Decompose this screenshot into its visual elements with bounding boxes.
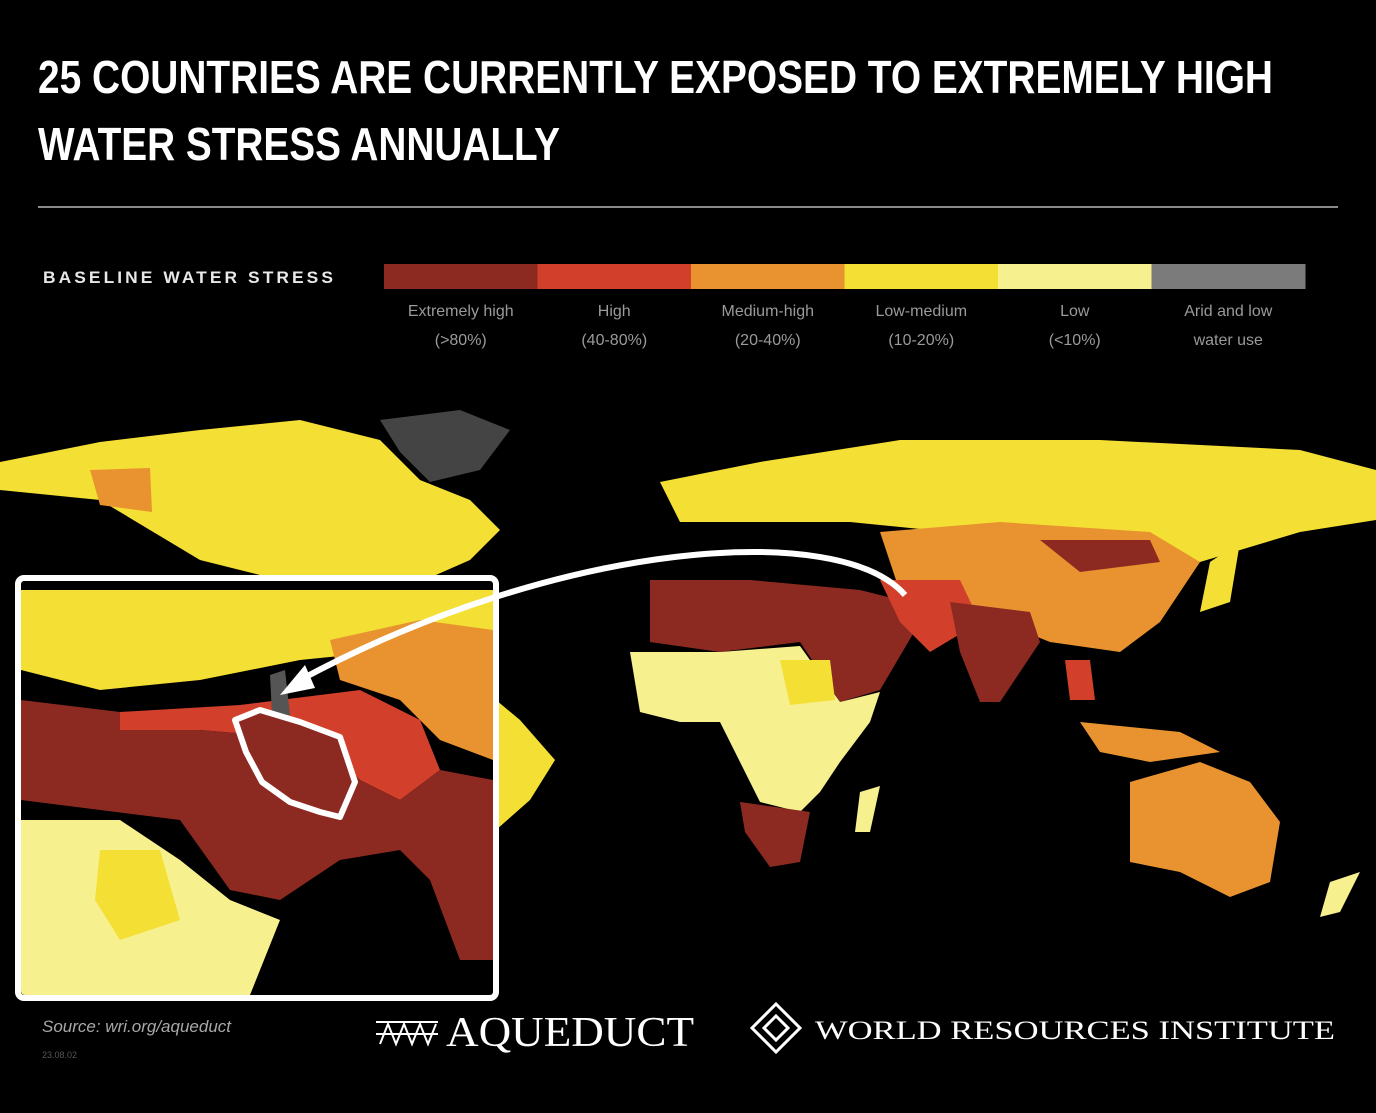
legend-label: water use xyxy=(1193,332,1263,349)
world-map xyxy=(0,410,1376,917)
mongolia xyxy=(1040,540,1160,572)
aqueduct-icon xyxy=(376,1021,438,1047)
north-america xyxy=(0,420,500,582)
region xyxy=(21,590,493,690)
region xyxy=(330,620,493,760)
wri-logo: WORLD RESOURCES INSTITUTE xyxy=(815,1016,1335,1045)
legend-title: BASELINE WATER STRESS xyxy=(43,268,336,287)
legend-label: (10-20%) xyxy=(888,332,954,349)
legend-label: (40-80%) xyxy=(581,332,647,349)
southern-africa xyxy=(740,802,810,867)
region xyxy=(1065,660,1095,700)
legend-label: (<10%) xyxy=(1049,332,1101,349)
japan xyxy=(1200,542,1240,612)
caspian-sea xyxy=(270,670,290,715)
region xyxy=(21,700,493,960)
region xyxy=(95,850,180,940)
source: Source: wri.org/aqueduct xyxy=(42,1017,232,1036)
madagascar xyxy=(855,786,880,832)
region xyxy=(120,690,440,800)
australia xyxy=(1130,762,1280,897)
legend-label: High xyxy=(598,303,631,320)
iran-outline xyxy=(232,707,358,820)
date: 23.08.02 xyxy=(42,1050,77,1060)
wri-icon xyxy=(749,1001,803,1055)
greenland xyxy=(380,410,510,482)
region xyxy=(780,660,835,705)
title-line: WATER STRESS ANNUALLY xyxy=(38,118,560,170)
legend-swatch xyxy=(384,264,538,289)
callout-arrow xyxy=(298,549,908,683)
inset-frame xyxy=(15,575,499,1001)
legend-label: Medium-high xyxy=(722,303,814,320)
arrow-head xyxy=(280,665,315,695)
legend-swatch xyxy=(844,264,999,289)
region xyxy=(90,468,152,512)
new-zealand xyxy=(1320,872,1360,917)
legend-label: (>80%) xyxy=(435,332,487,349)
eurasia-north xyxy=(660,440,1376,562)
legend-label: Extremely high xyxy=(408,303,514,320)
aqueduct-logo: AQUEDUCT xyxy=(446,1010,694,1056)
iran-region xyxy=(880,580,980,652)
inset-map xyxy=(21,581,493,995)
legend-swatch xyxy=(998,264,1152,289)
south-america xyxy=(496,700,555,830)
legend-swatch xyxy=(691,264,845,289)
middle-east-north-africa xyxy=(650,580,920,702)
title-line: 25 COUNTRIES ARE CURRENTLY EXPOSED TO EX… xyxy=(38,51,1273,103)
india xyxy=(950,602,1040,702)
legend-swatch xyxy=(1151,264,1306,289)
legend-swatch xyxy=(537,264,692,289)
southeast-asia xyxy=(1080,722,1220,762)
legend-label: (20-40%) xyxy=(735,332,801,349)
legend: Extremely high (>80%) High (40-80%) Medium-h… xyxy=(384,264,1306,349)
legend-label: Low-medium xyxy=(875,303,967,320)
legend-label: Low xyxy=(1060,303,1090,320)
legend-label: Arid and low xyxy=(1184,303,1272,320)
